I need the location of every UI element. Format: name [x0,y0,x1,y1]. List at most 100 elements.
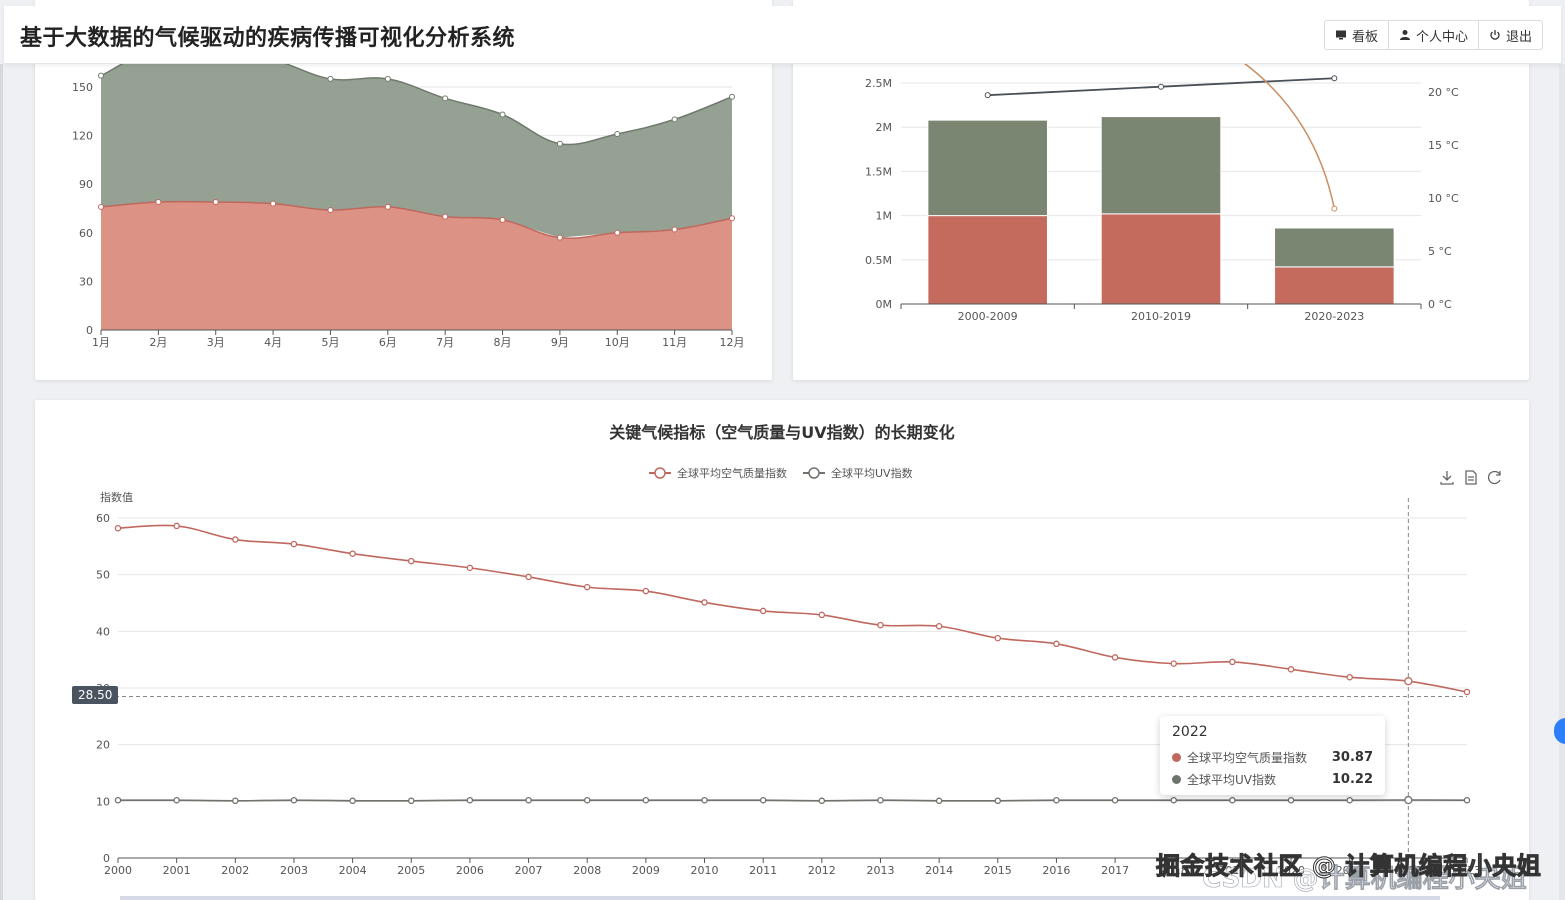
x-tick-label: 2017 [1101,864,1129,877]
x-tick-label: 2007 [515,864,543,877]
datazoom-slider [120,896,1440,900]
x-tick-label: 2012 [808,864,836,877]
area-point [556,140,563,147]
crosshair-y-label: 28.50 [72,686,119,704]
area-point [671,226,678,233]
x-tick-label: 2020 [1277,864,1305,877]
tooltip-row: 全球平均空气质量指数 30.87 [1172,746,1373,768]
series-point [1170,796,1177,804]
tooltip-row: 全球平均UV指数 10.22 [1172,768,1373,790]
legend-label-air-quality[interactable]: 全球平均空气质量指数 [677,466,787,480]
series-point [290,540,298,548]
x-tick-label: 2020-2023 [1304,310,1364,323]
series-point [1287,796,1295,804]
climate-indicator-line-chart[interactable]: 关键气候指标（空气质量与UV指数）的长期变化 全球平均空气质量指数 全球平均UV… [35,400,1529,900]
temp-point [1331,75,1338,82]
download-icon[interactable] [1440,471,1454,485]
x-tick-label: 1月 [92,336,110,349]
area-point [442,213,449,220]
profile-label: 个人中心 [1415,29,1468,45]
x-tick-label: 6月 [379,336,397,349]
y-tick-label: 120 [72,130,93,143]
tooltip-name: 全球平均UV指数 [1187,772,1276,787]
series-point [466,796,474,804]
y-tick-label: 2M [876,121,893,134]
x-tick-label: 8月 [494,336,512,349]
series-point [114,524,122,532]
x-tick-label: 5月 [321,336,339,349]
x-tick-label: 2006 [456,864,484,877]
area-point [98,72,104,79]
series-point [173,796,180,804]
area-point [499,111,506,118]
area-point [384,203,391,210]
area-point [729,215,735,222]
series-point [1346,796,1353,804]
series-point [1346,673,1353,681]
legend-label-uv[interactable]: 全球平均UV指数 [831,466,913,480]
floating-help-button[interactable] [1554,718,1565,744]
tooltip-value: 10.22 [1331,771,1373,787]
area-point [556,234,563,241]
y-tick-label: 150 [72,81,93,94]
series-point [1229,658,1236,666]
series-point [935,622,943,630]
y2-tick-label: 15 °C [1428,139,1459,152]
tooltip-name: 全球平均空气质量指数 [1187,750,1308,765]
series-point [349,550,356,557]
series-point [408,797,415,805]
series-point [701,796,708,804]
chart-title: 关键气候指标（空气质量与UV指数）的长期变化 [609,423,954,442]
series-point [232,536,239,543]
series-point [525,573,532,581]
top-header: 基于大数据的气候驱动的疾病传播可视化分析系统 看板 个人中心 退出 [4,6,1561,64]
x-tick-label: 2004 [339,864,367,877]
area-point [499,216,506,223]
series-point [1404,677,1413,686]
tooltip-title: 2022 [1172,724,1208,740]
y2-tick-label: 5 °C [1428,245,1452,258]
area-point [327,207,334,214]
left-scroll-track[interactable] [0,64,3,900]
legend-marker-air-quality[interactable] [654,467,666,479]
restore-icon[interactable] [1487,470,1501,485]
x-tick-label: 10月 [605,336,630,349]
chart-tooltip: 2022 全球平均空气质量指数 30.87 全球平均UV指数 10.22 [1160,716,1385,795]
y-tick-label: 0 [86,324,93,337]
area-point [155,199,162,206]
chart-legend[interactable]: 全球平均空气质量指数 全球平均UV指数 [649,466,913,480]
dashboard-button[interactable]: 看板 [1325,21,1389,49]
series-point [173,522,180,530]
y-tick-label: 1M [876,210,893,223]
series-point [877,796,884,804]
area-point [671,116,678,123]
chart-toolbox [1440,470,1501,485]
x-tick-label: 3月 [207,336,225,349]
legend-marker-uv[interactable] [808,467,820,479]
area-point [212,199,219,206]
series-point [759,607,767,615]
y-tick-label: 0 [103,852,110,865]
app-title: 基于大数据的气候驱动的疾病传播可视化分析系统 [20,26,516,51]
series-point [349,797,356,805]
nav-button-group: 看板 个人中心 退出 [1323,20,1543,50]
series-line-1 [117,799,1468,802]
profile-button[interactable]: 个人中心 [1389,21,1479,49]
series-point [935,797,943,805]
series-point [1463,796,1471,804]
series-point [1287,666,1295,673]
page-scrollbar[interactable] [1559,64,1565,900]
data-view-icon[interactable] [1465,470,1477,485]
y-tick-label: 60 [96,512,110,525]
series-point [1463,688,1471,696]
x-tick-label: 7月 [436,336,454,349]
logout-button[interactable]: 退出 [1479,21,1542,49]
series-point [994,797,1002,805]
x-tick-label: 2005 [397,864,425,877]
series-point [642,796,650,804]
series-point [290,796,298,804]
x-tick-label: 2008 [573,864,601,877]
x-tick-label: 2013 [866,864,894,877]
x-tick-label: 9月 [551,336,569,349]
bar-segment-1 [1274,227,1395,268]
